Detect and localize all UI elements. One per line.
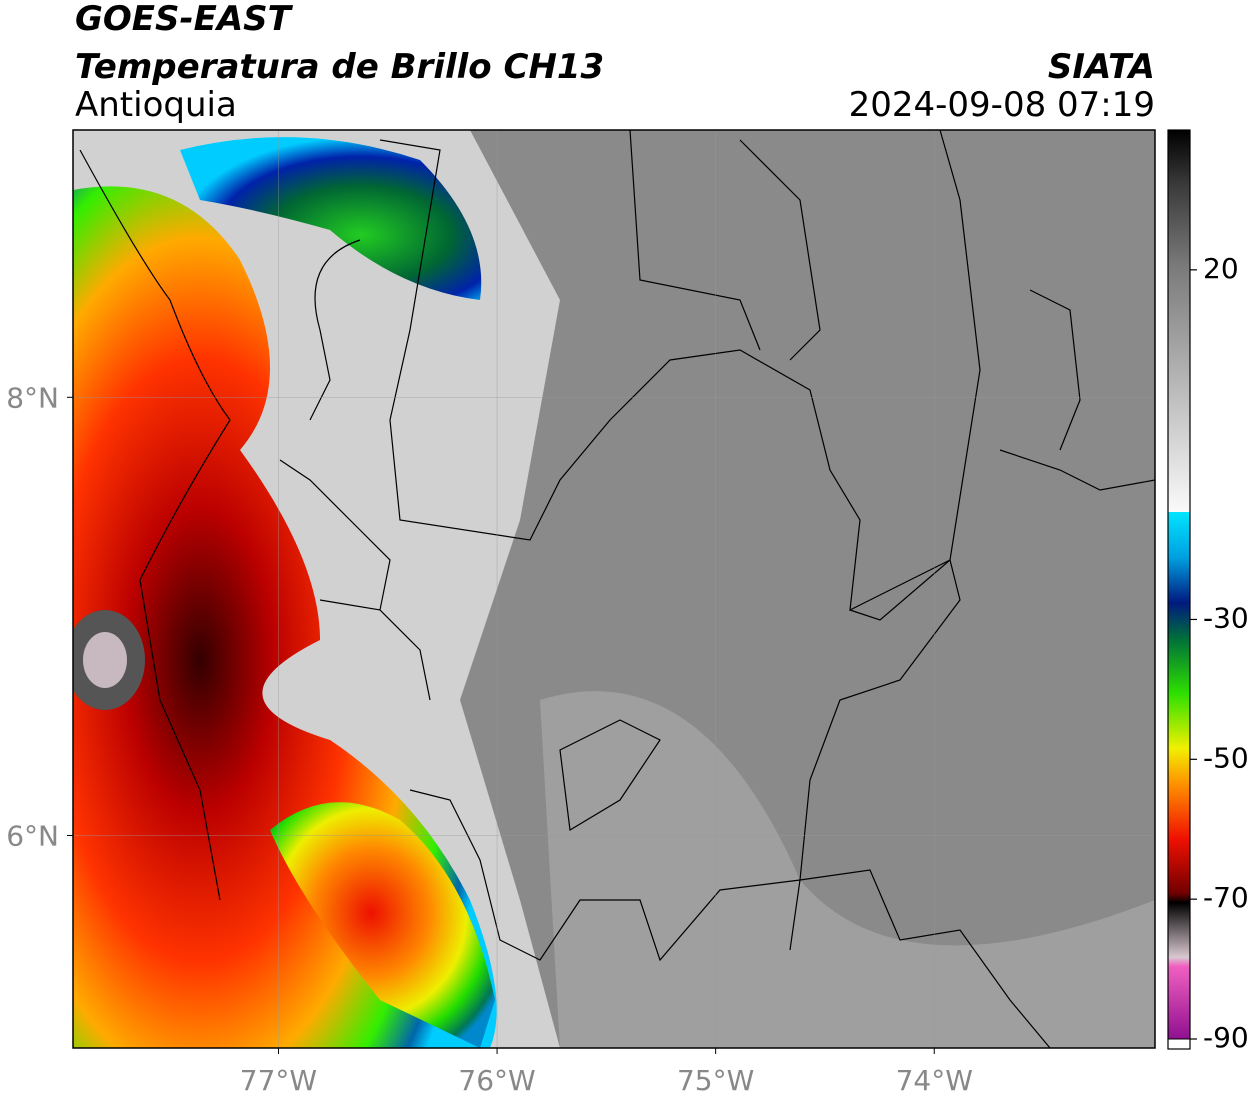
lon-label: 74°W <box>896 1064 973 1097</box>
lon-label: 75°W <box>677 1064 754 1097</box>
colorbar <box>1168 130 1190 1039</box>
title: GOES-EAST <box>75 0 294 39</box>
border <box>559 719 661 831</box>
storm-north <box>180 137 482 300</box>
colorbar-label: -70 <box>1203 881 1249 914</box>
border <box>629 130 821 361</box>
storm-south <box>270 802 495 1048</box>
colorbar-label: 20 <box>1203 252 1239 285</box>
coast <box>309 239 361 421</box>
border <box>409 789 1051 1048</box>
colorbar-label: -30 <box>1203 601 1249 634</box>
region: Antioquia <box>75 85 237 125</box>
lon-label: 76°W <box>458 1064 535 1097</box>
warm-area <box>540 691 1155 1048</box>
colorbar-label: -50 <box>1203 741 1249 774</box>
source: SIATA <box>1048 47 1155 87</box>
colorbar-frame <box>1167 129 1191 1050</box>
lat-label: 8°N <box>6 381 59 414</box>
lon-label: 77°W <box>240 1064 317 1097</box>
colorbar-label: -90 <box>1203 1021 1249 1054</box>
datetime: 2024-09-08 07:19 <box>849 85 1155 125</box>
border <box>279 459 431 701</box>
colorbar-extension <box>1167 1038 1191 1050</box>
border <box>379 130 981 612</box>
border <box>999 289 1155 491</box>
lat-label: 6°N <box>6 819 59 852</box>
cold-top-core <box>83 632 127 688</box>
subtitle: Temperatura de Brillo CH13 <box>75 47 604 87</box>
border <box>789 558 961 951</box>
map-frame <box>72 129 1156 1049</box>
graticule <box>73 130 1155 1048</box>
coast <box>79 149 231 901</box>
map <box>73 130 1155 1048</box>
